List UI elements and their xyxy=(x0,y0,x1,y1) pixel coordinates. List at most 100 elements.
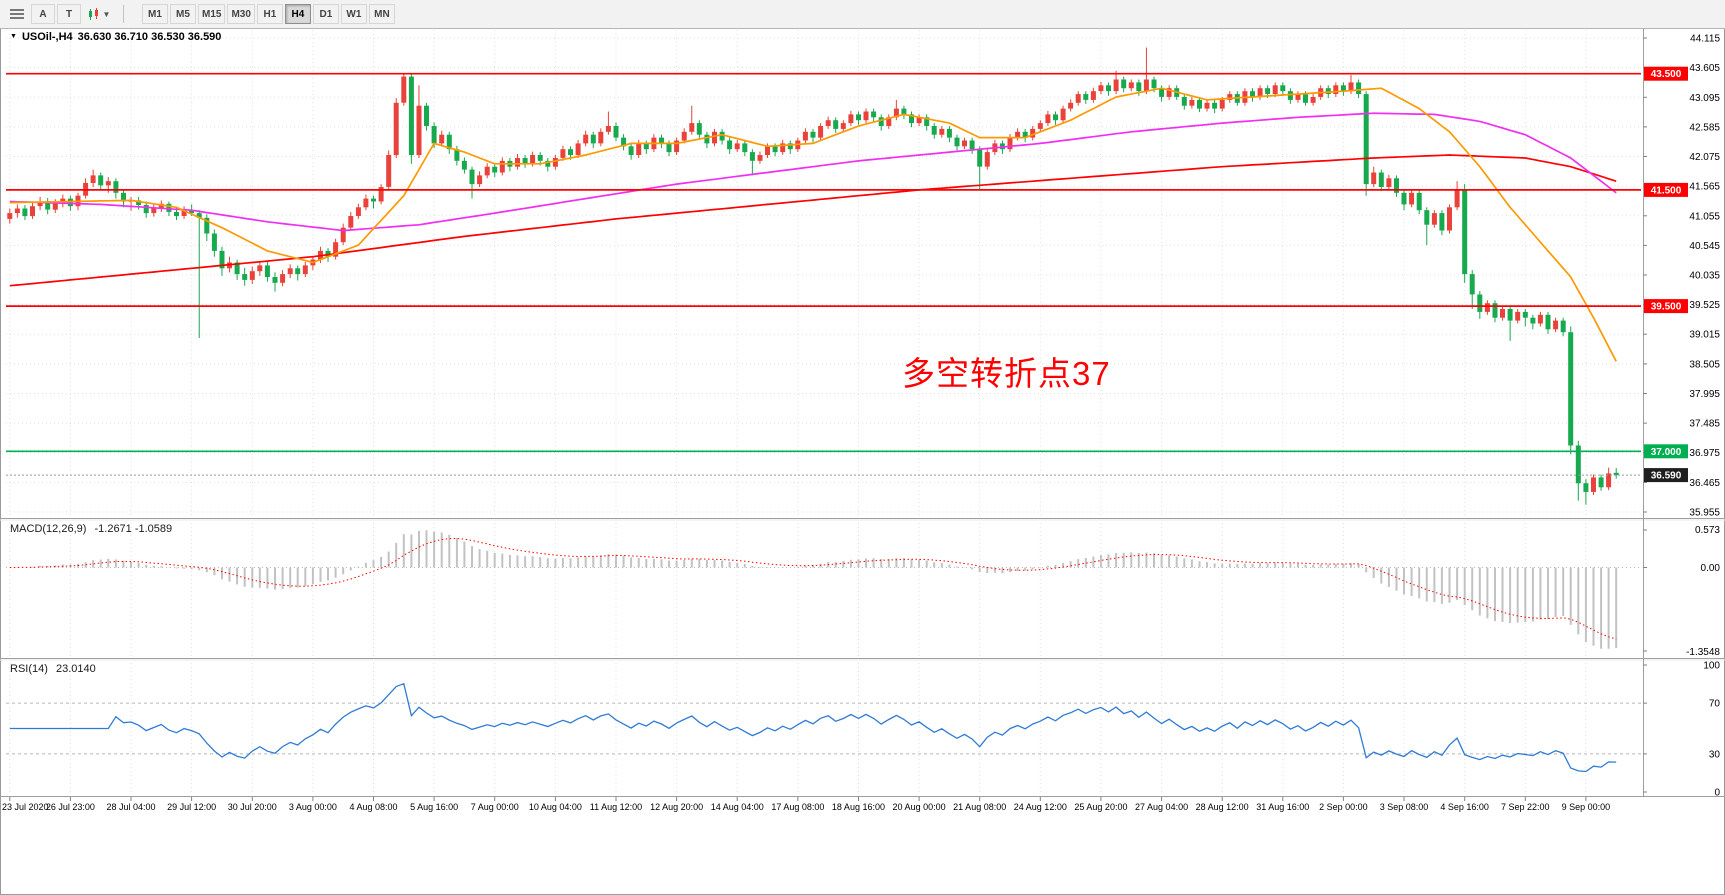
svg-text:4 Sep 16:00: 4 Sep 16:00 xyxy=(1440,802,1489,812)
svg-text:-1.3548: -1.3548 xyxy=(1686,647,1720,658)
chart-svg[interactable]: 44.115 43.605 43.095 42.585 42.075 41.565 41.0… xyxy=(0,28,1725,895)
svg-text:25 Aug 20:00: 25 Aug 20:00 xyxy=(1074,802,1127,812)
svg-text:37.995: 37.995 xyxy=(1689,389,1720,400)
svg-text:21 Aug 08:00: 21 Aug 08:00 xyxy=(953,802,1006,812)
svg-text:5 Aug 16:00: 5 Aug 16:00 xyxy=(410,802,458,812)
price-tag-43.500 xyxy=(1644,66,1688,81)
svg-text:43.500: 43.500 xyxy=(1651,69,1682,80)
svg-text:9 Sep 00:00: 9 Sep 00:00 xyxy=(1562,802,1611,812)
svg-text:18 Aug 16:00: 18 Aug 16:00 xyxy=(832,802,885,812)
svg-text:30 Jul 20:00: 30 Jul 20:00 xyxy=(228,802,277,812)
svg-text:3 Sep 08:00: 3 Sep 08:00 xyxy=(1380,802,1429,812)
ma-medium-magenta[interactable] xyxy=(9,112,1617,232)
svg-text:37.000: 37.000 xyxy=(1651,447,1682,458)
timeframe-d1-button[interactable]: D1 xyxy=(312,4,339,24)
rsi-indicator-label: RSI(14) 23.0140 xyxy=(10,663,96,675)
chart-canvas[interactable]: 44.115 43.605 43.095 42.585 42.075 41.565 41.0… xyxy=(0,28,1725,895)
ohlc-readout: 36.630 36.710 36.530 36.590 xyxy=(77,31,222,43)
rsi-title: RSI(14) xyxy=(10,663,48,675)
svg-text:0.00: 0.00 xyxy=(1701,563,1721,574)
svg-text:39.015: 39.015 xyxy=(1689,330,1720,341)
rsi-value: 23.0140 xyxy=(55,663,96,675)
svg-text:0: 0 xyxy=(1714,788,1720,799)
price-tag-39.500 xyxy=(1644,299,1688,314)
svg-text:24 Aug 12:00: 24 Aug 12:00 xyxy=(1014,802,1067,812)
svg-text:41.565: 41.565 xyxy=(1689,182,1720,193)
svg-text:28 Jul 04:00: 28 Jul 04:00 xyxy=(107,802,156,812)
svg-text:28 Aug 12:00: 28 Aug 12:00 xyxy=(1196,802,1249,812)
timeframe-m30-button[interactable]: M30 xyxy=(227,4,255,24)
svg-text:3 Aug 00:00: 3 Aug 00:00 xyxy=(289,802,337,812)
candlestick-icon xyxy=(88,7,98,20)
svg-text:31 Aug 16:00: 31 Aug 16:00 xyxy=(1256,802,1309,812)
timeframe-h1-button[interactable]: H1 xyxy=(256,4,283,24)
svg-text:12 Aug 20:00: 12 Aug 20:00 xyxy=(650,802,703,812)
svg-text:29 Jul 12:00: 29 Jul 12:00 xyxy=(167,802,216,812)
svg-text:44.115: 44.115 xyxy=(1690,34,1720,45)
svg-text:4 Aug 08:00: 4 Aug 08:00 xyxy=(349,802,397,812)
chart-annotation-text[interactable]: 多空转折点37 xyxy=(902,355,1111,392)
macd-values: -1.2671 -1.0589 xyxy=(94,523,173,535)
candles-layer[interactable] xyxy=(7,47,1619,505)
chart-header: ▼ USOil-,H4 36.630 36.710 36.530 36.590 xyxy=(10,31,221,43)
timeframe-group: M1 M5 M15 M30 H1 H4 D1 W1 MN xyxy=(141,4,396,24)
svg-text:38.505: 38.505 xyxy=(1689,359,1720,370)
svg-text:23 Jul 2020: 23 Jul 2020 xyxy=(2,802,49,812)
svg-text:27 Aug 04:00: 27 Aug 04:00 xyxy=(1135,802,1188,812)
frame-layer xyxy=(0,28,1725,797)
timeframe-m1-button[interactable]: M1 xyxy=(142,4,168,24)
svg-text:43.605: 43.605 xyxy=(1689,63,1720,74)
svg-text:39.525: 39.525 xyxy=(1689,300,1720,311)
timeframe-h4-button[interactable]: H4 xyxy=(284,4,311,24)
svg-text:41.500: 41.500 xyxy=(1651,185,1682,196)
svg-text:2 Sep 00:00: 2 Sep 00:00 xyxy=(1319,802,1368,812)
svg-text:36.590: 36.590 xyxy=(1651,471,1682,482)
price-tag-36.590 xyxy=(1644,468,1688,483)
macd-signal-line xyxy=(9,537,1617,640)
text-tool-button[interactable]: T xyxy=(57,4,81,24)
svg-text:11 Aug 12:00: 11 Aug 12:00 xyxy=(590,802,642,812)
svg-text:0.573: 0.573 xyxy=(1695,525,1720,536)
svg-text:7 Aug 00:00: 7 Aug 00:00 xyxy=(471,802,519,812)
svg-text:17 Aug 08:00: 17 Aug 08:00 xyxy=(771,802,824,812)
hamburger-icon xyxy=(10,9,24,19)
rsi-line xyxy=(9,682,1617,773)
svg-text:35.955: 35.955 xyxy=(1689,508,1720,519)
svg-text:40.545: 40.545 xyxy=(1689,241,1720,252)
objects-layer[interactable] xyxy=(6,72,1641,476)
svg-text:40.035: 40.035 xyxy=(1689,271,1720,282)
svg-text:42.075: 42.075 xyxy=(1689,152,1720,163)
svg-text:26 Jul 23:00: 26 Jul 23:00 xyxy=(46,802,95,812)
svg-text:70: 70 xyxy=(1709,699,1721,710)
svg-text:30: 30 xyxy=(1709,749,1721,760)
svg-text:36.465: 36.465 xyxy=(1689,478,1720,489)
grid-layer xyxy=(6,30,1641,794)
macd-title: MACD(12,26,9) xyxy=(10,523,87,535)
svg-text:37.485: 37.485 xyxy=(1689,419,1720,430)
caret-down-icon: ▼ xyxy=(102,9,111,19)
symbol-period-label: USOil-,H4 xyxy=(21,31,73,43)
ma-fast-orange[interactable] xyxy=(9,87,1617,362)
svg-text:20 Aug 00:00: 20 Aug 00:00 xyxy=(893,802,946,812)
ma-slow-red[interactable] xyxy=(9,154,1617,287)
price-tag-37.000 xyxy=(1644,444,1688,459)
timeframe-m15-button[interactable]: M15 xyxy=(198,4,226,24)
axis-layer[interactable]: 44.115 43.605 43.095 42.585 42.075 41.565 41.0… xyxy=(2,34,1720,813)
macd-indicator-label: MACD(12,26,9) -1.2671 -1.0589 xyxy=(10,523,172,535)
collapse-arrow-icon[interactable]: ▼ xyxy=(10,32,17,40)
main-toolbar: A T ▼ M1 M5 M15 M30 H1 H4 D1 W1 MN xyxy=(0,0,1725,29)
svg-text:100: 100 xyxy=(1703,661,1720,672)
timeframe-m5-button[interactable]: M5 xyxy=(170,4,196,24)
timeframe-w1-button[interactable]: W1 xyxy=(340,4,367,24)
svg-text:39.500: 39.500 xyxy=(1651,302,1682,313)
svg-text:10 Aug 04:00: 10 Aug 04:00 xyxy=(529,802,582,812)
chart-type-dropdown-button[interactable]: ▼ xyxy=(83,3,115,25)
timeframe-mn-button[interactable]: MN xyxy=(368,4,395,24)
svg-text:14 Aug 04:00: 14 Aug 04:00 xyxy=(711,802,764,812)
svg-text:41.055: 41.055 xyxy=(1689,211,1720,222)
cursor-a-button[interactable]: A xyxy=(31,4,55,24)
toolbar-separator xyxy=(123,5,124,23)
svg-text:36.975: 36.975 xyxy=(1689,448,1720,459)
svg-text:7 Sep 22:00: 7 Sep 22:00 xyxy=(1501,802,1550,812)
charts-menu-icon[interactable] xyxy=(5,3,29,25)
